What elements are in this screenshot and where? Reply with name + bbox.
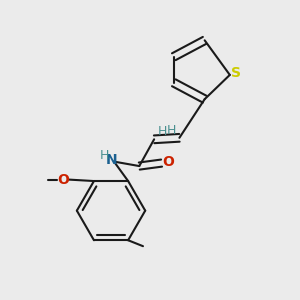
Text: H: H: [100, 148, 109, 162]
Text: H: H: [158, 125, 167, 138]
Text: N: N: [106, 153, 117, 167]
Text: S: S: [231, 66, 241, 80]
Text: O: O: [162, 154, 174, 169]
Text: O: O: [57, 172, 69, 187]
Text: H: H: [167, 124, 176, 137]
